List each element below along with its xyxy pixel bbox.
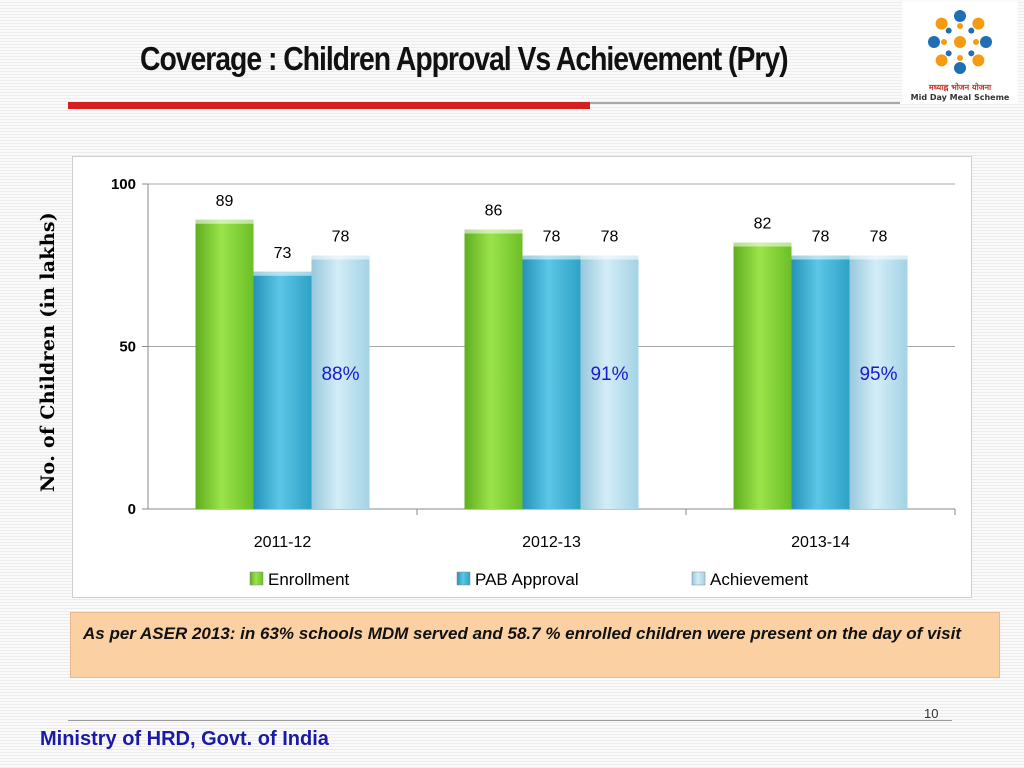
bar-enrollment <box>195 219 254 509</box>
data-label: 73 <box>274 245 292 262</box>
logo-figure-hand <box>945 27 952 34</box>
x-tick-label: 2013-14 <box>791 534 850 551</box>
bar-top-highlight <box>522 255 581 260</box>
page-number: 10 <box>924 706 939 721</box>
title-rule-red <box>68 102 590 109</box>
logo-figure-hand <box>945 50 952 57</box>
logo-figure-hand <box>941 39 947 45</box>
logo-figure-hand <box>973 39 979 45</box>
bar-top-highlight <box>849 255 908 260</box>
legend-label: PAB Approval <box>475 570 579 589</box>
data-label: 82 <box>754 216 772 233</box>
logo-figure-hand <box>968 27 975 34</box>
logo-figure-hand <box>957 55 963 61</box>
bar-pab-approval <box>791 255 850 509</box>
legend-swatch <box>249 571 264 586</box>
data-label: 78 <box>812 229 830 246</box>
footer-ministry: Ministry of HRD, Govt. of India <box>40 728 329 750</box>
logo-figure-hand <box>968 50 975 57</box>
logo-figure <box>928 36 940 48</box>
percent-annotation: 91% <box>590 364 628 385</box>
legend-swatch <box>456 571 471 586</box>
mid-day-meal-logo-icon <box>928 10 992 74</box>
note-box: As per ASER 2013: in 63% schools MDM ser… <box>70 612 1000 678</box>
bar-achievement <box>580 255 639 509</box>
bar-top-highlight <box>580 255 639 260</box>
slide-title: Coverage : Children Approval Vs Achievem… <box>140 40 789 77</box>
data-label: 78 <box>332 229 350 246</box>
bar-enrollment <box>733 242 792 509</box>
data-label: 78 <box>543 229 561 246</box>
data-label: 86 <box>485 203 503 220</box>
note-text: As per ASER 2013: in 63% schools MDM ser… <box>83 624 961 643</box>
bar-top-highlight <box>733 242 792 247</box>
legend-label: Enrollment <box>268 570 350 589</box>
bar-top-highlight <box>464 229 523 234</box>
data-label: 78 <box>870 229 888 246</box>
x-tick-label: 2011-12 <box>254 534 312 551</box>
logo-figure <box>954 62 966 74</box>
logo: मध्याह्न भोजन योजना Mid Day Meal Scheme <box>902 2 1018 104</box>
y-tick-label: 0 <box>128 501 136 518</box>
bar-pab-approval <box>522 255 581 509</box>
legend-label: Achievement <box>710 570 809 589</box>
footer-rule <box>68 720 952 721</box>
bar-top-highlight <box>253 271 312 276</box>
logo-figure <box>935 54 948 67</box>
bar-top-highlight <box>195 219 254 224</box>
logo-figure <box>954 10 966 22</box>
data-label: 89 <box>216 193 234 210</box>
bar-achievement <box>849 255 908 509</box>
x-tick-label: 2012-13 <box>522 534 581 551</box>
bar-top-highlight <box>791 255 850 260</box>
percent-annotation: 88% <box>321 364 359 385</box>
percent-annotation: 95% <box>859 364 897 385</box>
logo-figure <box>980 36 992 48</box>
bar-enrollment <box>464 229 523 509</box>
bar-top-highlight <box>311 255 370 260</box>
legend-swatch <box>691 571 706 586</box>
logo-figure <box>935 17 948 30</box>
logo-figure <box>972 54 985 67</box>
y-tick-label: 100 <box>111 176 136 193</box>
bar-achievement <box>311 255 370 509</box>
logo-caption-english: Mid Day Meal Scheme <box>910 93 1010 102</box>
logo-figure <box>972 17 985 30</box>
title-rule-gray <box>590 102 900 104</box>
logo-caption-hindi: मध्याह्न भोजन योजना <box>928 83 992 92</box>
y-tick-label: 50 <box>119 339 136 356</box>
bar-pab-approval <box>253 271 312 509</box>
logo-figure-hand <box>957 23 963 29</box>
data-label: 78 <box>601 229 619 246</box>
